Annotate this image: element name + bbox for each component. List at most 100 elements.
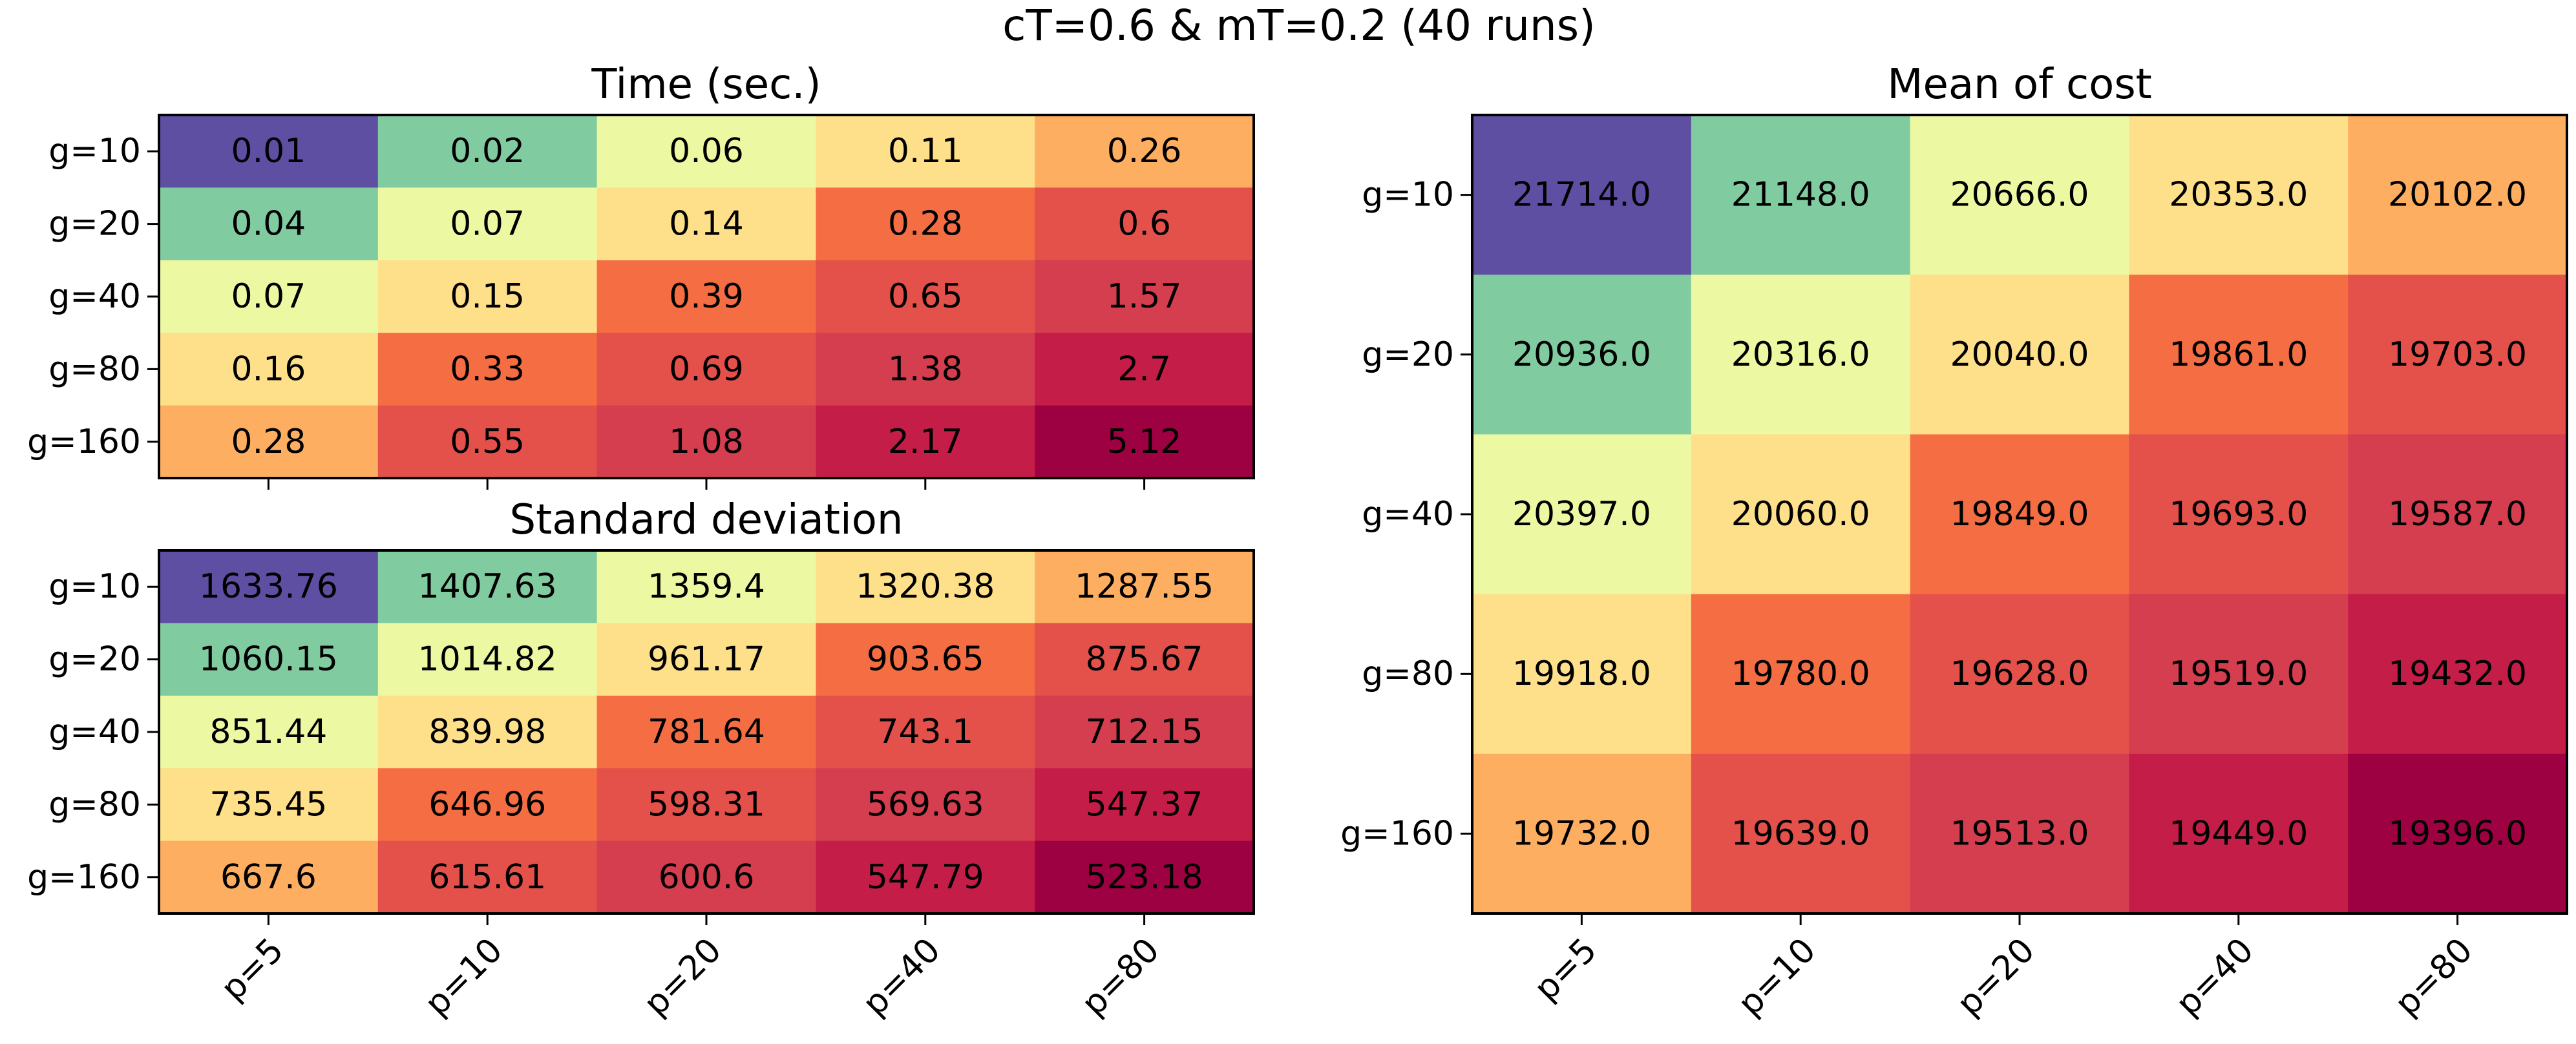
cell-value-label: 19703.0 xyxy=(2388,335,2527,374)
heatmap-cell xyxy=(159,768,379,842)
cell-value-label: 547.79 xyxy=(867,858,984,897)
cell-value-label: 20936.0 xyxy=(1512,335,1651,374)
cell-value-label: 1060.15 xyxy=(199,640,338,679)
cell-value-label: 600.6 xyxy=(659,858,755,897)
heatmap-cell xyxy=(596,260,816,333)
heatmap-cell xyxy=(596,768,816,842)
y-tick-label: g=40 xyxy=(1362,495,1454,534)
cell-value-label: 0.6 xyxy=(1117,205,1171,244)
cell-value-label: 1633.76 xyxy=(199,567,338,606)
heatmap-cell xyxy=(1035,768,1254,842)
heatmap-cell xyxy=(2348,434,2568,595)
heatmap-cell xyxy=(1472,434,1692,595)
y-tick-label: g=160 xyxy=(1340,814,1454,853)
cell-value-label: 1359.4 xyxy=(648,567,765,606)
cell-value-label: 2.17 xyxy=(888,423,963,461)
x-tick-label: p=10 xyxy=(417,931,510,1023)
heatmap-cell xyxy=(1910,594,2129,755)
cell-value-label: 0.28 xyxy=(888,205,963,244)
heatmap-cell xyxy=(377,260,598,333)
heatmap-cell xyxy=(2348,115,2568,275)
heatmap-title: Standard deviation xyxy=(510,496,903,544)
heatmap-cell xyxy=(1035,333,1254,406)
cell-value-label: 0.07 xyxy=(450,205,525,244)
heatmap-cell xyxy=(596,550,816,623)
cell-value-label: 20353.0 xyxy=(2169,176,2308,214)
x-tick-label: p=5 xyxy=(214,931,291,1008)
heatmap-cell xyxy=(1691,434,1911,595)
cell-value-label: 781.64 xyxy=(648,713,765,751)
cell-value-label: 19780.0 xyxy=(1731,654,1870,693)
cell-value-label: 19587.0 xyxy=(2388,495,2527,534)
heatmap-cell xyxy=(1035,260,1254,333)
heatmap-cell xyxy=(816,623,1035,696)
cell-value-label: 19732.0 xyxy=(1512,814,1651,853)
cell-value-label: 615.61 xyxy=(428,858,546,897)
cell-value-label: 0.14 xyxy=(669,205,744,244)
cell-value-label: 5.12 xyxy=(1107,423,1182,461)
cell-value-label: 19513.0 xyxy=(1950,814,2089,853)
cell-value-label: 19519.0 xyxy=(2169,654,2308,693)
heatmap-cell xyxy=(377,550,598,623)
heatmap-cell xyxy=(1691,275,1911,435)
heatmap-cell xyxy=(377,840,598,914)
cell-value-label: 19396.0 xyxy=(2388,814,2527,853)
cell-value-label: 0.04 xyxy=(231,205,306,244)
cell-value-label: 0.39 xyxy=(669,277,744,316)
heatmap-cell xyxy=(159,187,379,261)
cell-value-label: 712.15 xyxy=(1086,713,1203,751)
heatmap-cell xyxy=(596,623,816,696)
time-heatmap: Time (sec.) 0.01 0.02 0.06 0.11 0.26 0.04 0.07 0… xyxy=(27,61,1255,490)
x-tick-label: p=20 xyxy=(1950,931,2042,1023)
cell-value-label: 0.55 xyxy=(450,423,525,461)
cell-value-label: 1320.38 xyxy=(856,567,995,606)
heatmap-cell xyxy=(377,695,598,769)
cell-value-label: 19449.0 xyxy=(2169,814,2308,853)
y-tick-label: g=40 xyxy=(48,277,141,316)
cell-value-label: 0.15 xyxy=(450,277,525,316)
cell-value-label: 735.45 xyxy=(209,785,327,824)
cell-value-label: 961.17 xyxy=(648,640,765,679)
heatmap-cell xyxy=(159,840,379,914)
heatmap-cell xyxy=(1910,753,2129,914)
cell-value-label: 1.08 xyxy=(669,423,744,461)
heatmap-cell xyxy=(2129,434,2349,595)
cell-value-label: 21714.0 xyxy=(1512,176,1651,214)
cell-value-label: 743.1 xyxy=(877,713,973,751)
x-tick-label: p=10 xyxy=(1731,931,1823,1023)
heatmap-cell xyxy=(596,840,816,914)
cell-value-label: 0.11 xyxy=(888,132,963,171)
cell-value-label: 20397.0 xyxy=(1512,495,1651,534)
heatmap-cell xyxy=(1691,594,1911,755)
mean-cost-heatmap: Mean of cost 21714.0 21148.0 20666.0 20353.0… xyxy=(1340,61,2568,1023)
heatmap-cell xyxy=(2348,275,2568,435)
heatmap-cell xyxy=(159,623,379,696)
heatmap-cell xyxy=(816,115,1035,188)
heatmap-cell xyxy=(159,550,379,623)
y-tick-label: g=10 xyxy=(48,567,141,606)
figure-title: cT=0.6 & mT=0.2 (40 runs) xyxy=(1002,1,1596,50)
cell-value-label: 523.18 xyxy=(1086,858,1203,897)
cell-value-label: 667.6 xyxy=(220,858,317,897)
cell-value-label: 20040.0 xyxy=(1950,335,2089,374)
heatmap-cell xyxy=(159,695,379,769)
heatmap-cell xyxy=(596,115,816,188)
heatmap-cell xyxy=(2348,753,2568,914)
heatmap-cell xyxy=(816,405,1035,479)
heatmap-cell xyxy=(816,187,1035,261)
cell-value-label: 19849.0 xyxy=(1950,495,2089,534)
heatmap-cell xyxy=(2129,594,2349,755)
y-tick-label: g=80 xyxy=(48,785,141,824)
y-tick-label: g=20 xyxy=(1362,335,1454,374)
y-tick-label: g=160 xyxy=(27,858,141,897)
cell-value-label: 0.07 xyxy=(231,277,306,316)
x-tick-label: p=80 xyxy=(1074,931,1167,1023)
heatmap-cell xyxy=(159,333,379,406)
cell-value-label: 0.69 xyxy=(669,350,744,388)
heatmap-cell xyxy=(377,115,598,188)
cell-value-label: 19628.0 xyxy=(1950,654,2089,693)
x-tick-label: p=40 xyxy=(2169,931,2261,1023)
cell-value-label: 19693.0 xyxy=(2169,495,2308,534)
heatmap-cell xyxy=(377,623,598,696)
x-tick-label: p=20 xyxy=(637,931,729,1023)
